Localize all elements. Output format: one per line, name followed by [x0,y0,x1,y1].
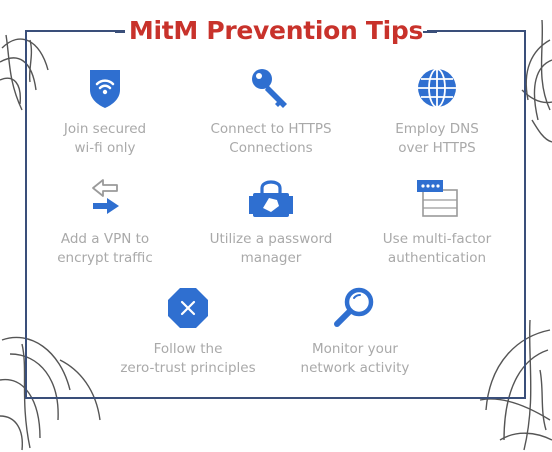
tip-label: Follow the zero-trust principles [120,341,256,376]
tip-label: Use multi-factor authentication [382,231,492,266]
tip-add-vpn: Add a VPN to encrypt traffic [20,176,190,268]
password-window-icon [417,180,458,217]
tip-label: Utilize a password manager [209,231,333,266]
globe-icon [418,68,456,108]
tip-label: Join secured wi-fi only [63,121,147,156]
password-lock-icon [249,180,293,217]
tip-monitor-network: Monitor your network activity [270,286,440,378]
tip-label: Connect to HTTPS Connections [210,121,332,156]
tip-dns-over-https: Employ DNS over HTTPS [352,66,522,158]
wifi-shield-icon [90,70,120,108]
vpn-arrows-icon [92,179,119,214]
tip-join-secured-wifi: Join secured wi-fi only [20,66,190,158]
page-title: MitM Prevention Tips [124,14,428,48]
tip-label: Add a VPN to encrypt traffic [57,231,153,266]
octagon-x-icon [168,288,208,328]
title-line-left [115,31,129,33]
title-line-right [423,31,437,33]
tip-connect-https: Connect to HTTPS Connections [186,66,356,158]
tip-zero-trust: Follow the zero-trust principles [103,286,273,378]
tip-multi-factor: Use multi-factor authentication [352,176,522,268]
tip-label: Employ DNS over HTTPS [395,121,479,156]
magnifier-icon [334,287,374,327]
tip-password-manager: Utilize a password manager [186,176,356,268]
key-icon [252,69,287,108]
title-bar: MitM Prevention Tips [0,14,552,48]
tip-label: Monitor your network activity [300,341,410,376]
